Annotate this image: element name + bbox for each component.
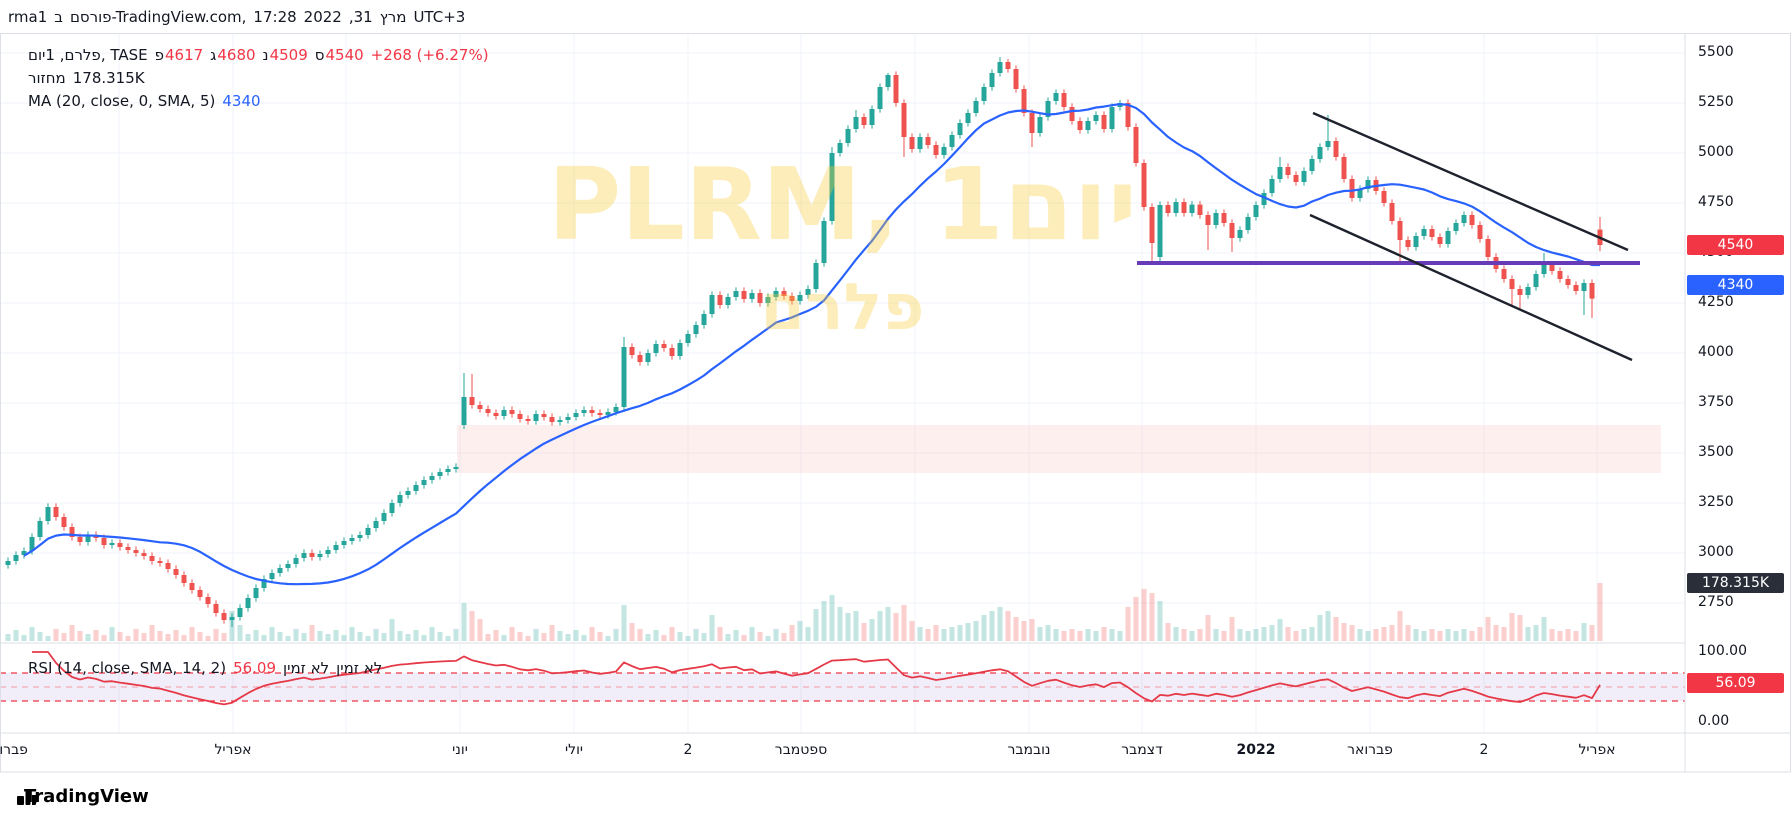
legend-main-token: 4540 xyxy=(325,46,364,64)
legend-volume-token: 178.315K xyxy=(72,69,145,87)
legend-main-token: פ xyxy=(154,46,164,64)
legend-ma[interactable]: MA (20, close, 0, SMA, 5) 4340 xyxy=(28,92,268,110)
legend-rsi-token: RSI (14, close, SMA, 14, 2) xyxy=(28,659,227,677)
time-label: 2022 xyxy=(1236,742,1276,758)
price-tick: 5000 xyxy=(1698,144,1734,160)
legend-main-token: נ xyxy=(262,46,269,64)
time-label: 2 xyxy=(1479,742,1489,758)
price-tick: 3250 xyxy=(1698,494,1734,510)
time-label: יוני xyxy=(452,742,468,758)
time-label: אפריל xyxy=(214,742,252,758)
publish-title-token: -TradingView.com, xyxy=(111,8,247,26)
price-tick: 5500 xyxy=(1698,44,1734,60)
price-badge-178.315K: 178.315K xyxy=(1687,573,1784,593)
price-tick: 4000 xyxy=(1698,344,1734,360)
time-label: יולי xyxy=(564,742,584,758)
price-badge-4340: 4340 xyxy=(1687,275,1784,295)
legend-volume[interactable]: מחזור 178.315K xyxy=(28,69,152,87)
price-tick: 5250 xyxy=(1698,94,1734,110)
time-label: נובמבר xyxy=(1007,742,1051,758)
legend-ma-token: 4340 xyxy=(222,92,261,110)
legend-main-token: פלרם, 1יום xyxy=(28,46,101,64)
price-badge-4540: 4540 xyxy=(1687,235,1784,255)
price-tick: 3500 xyxy=(1698,444,1734,460)
time-label: פברואר xyxy=(1347,742,1393,758)
publish-title-token: 2022 xyxy=(303,8,342,26)
publish-title-token: ב xyxy=(54,8,63,26)
legend-ma-token: MA (20, close, 0, SMA, 5) xyxy=(28,92,216,110)
legend-main-token: 4617 xyxy=(164,46,204,64)
legend-rsi-token: לא זמין xyxy=(283,659,330,677)
tradingview-logo[interactable]: TradingView xyxy=(16,786,149,807)
legend-main-token: , TASE xyxy=(100,46,148,64)
legend-main-token: 4680 xyxy=(217,46,256,64)
price-tick: 3750 xyxy=(1698,394,1734,410)
publish-title-token: ,31 xyxy=(348,8,373,26)
publish-title-token: UTC+3 xyxy=(413,8,466,26)
price-tick: 4250 xyxy=(1698,294,1734,310)
legend-main-token: +268 (+6.27%) xyxy=(370,46,489,64)
legend-main-token: 4509 xyxy=(269,46,308,64)
publish-title-token: מרץ xyxy=(379,8,407,26)
publish-title-token: rma1 xyxy=(8,8,48,26)
legend-rsi-token: לא זמין xyxy=(336,659,383,677)
tradingview-logo-text: TradingView xyxy=(24,786,149,807)
price-tick: 2750 xyxy=(1698,594,1734,610)
price-tick: 4750 xyxy=(1698,194,1734,210)
legend-rsi[interactable]: RSI (14, close, SMA, 14, 2) 56.09 לא זמין ל… xyxy=(28,659,389,677)
legend-symbol-ohlc[interactable]: פלרם, 1יום, TASE פ4617 ג4680 נ4509 ס4540 +268… xyxy=(28,46,496,64)
price-tick: 3000 xyxy=(1698,544,1734,560)
price-tick: 100.00 xyxy=(1698,643,1747,659)
legend-volume-token: מחזור xyxy=(28,69,66,87)
time-label: ספטמבר xyxy=(774,742,828,758)
publish-title-token: פורסם xyxy=(69,8,112,26)
legend-main-token: ס xyxy=(314,46,325,64)
time-label: 2 xyxy=(683,742,693,758)
time-label: אפריל xyxy=(1578,742,1616,758)
time-label: פברואר xyxy=(0,742,28,758)
publish-title-token: 17:28 xyxy=(253,8,297,26)
legend-main-token: ג xyxy=(210,46,217,64)
publish-title: rma1 ב פורסם-TradingView.com, 17:28 2022 ,31 מ… xyxy=(8,8,472,26)
price-badge-56.09: 56.09 xyxy=(1687,673,1784,693)
price-tick: 0.00 xyxy=(1698,713,1730,729)
time-label: דצמבר xyxy=(1121,742,1163,758)
legend-rsi-token: 56.09 xyxy=(233,659,277,677)
